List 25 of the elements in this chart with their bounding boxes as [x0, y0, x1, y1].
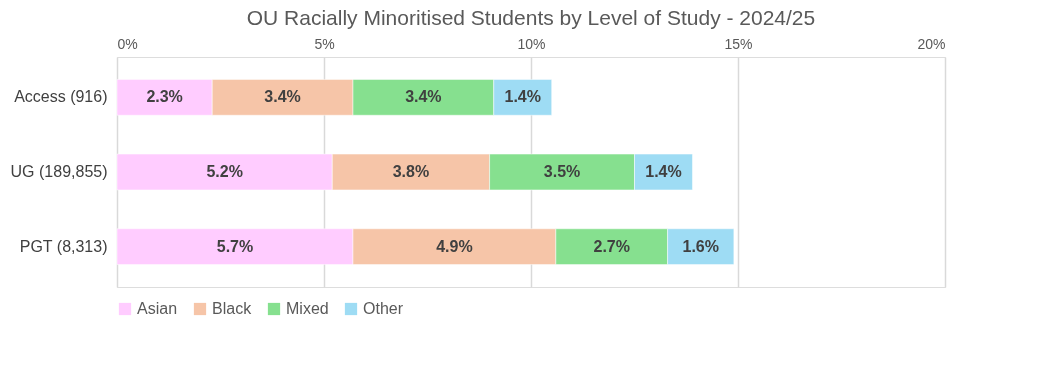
data-label: 5.7%: [216, 237, 254, 255]
data-label: 1.6%: [682, 237, 719, 255]
data-label: 1.4%: [504, 88, 541, 106]
y-tick-label: UG (189,855): [10, 163, 108, 180]
data-label: 2.3%: [146, 88, 183, 106]
x-tick-label: 15%: [724, 35, 753, 52]
data-label: 5.2%: [206, 163, 243, 180]
x-tick-label: 10%: [517, 35, 546, 52]
legend-label: Mixed: [286, 300, 329, 317]
data-label: 3.8%: [392, 163, 430, 180]
x-tick-label: 5%: [314, 35, 335, 52]
x-tick-label: 20%: [917, 35, 946, 52]
legend-label: Asian: [137, 300, 178, 317]
data-label: 4.9%: [436, 237, 473, 255]
legend-label: Black: [212, 300, 253, 317]
legend-label: Other: [363, 300, 404, 317]
data-label: 3.4%: [405, 88, 442, 106]
y-tick-label: PGT (8,313): [19, 237, 108, 255]
data-label: 3.5%: [543, 163, 581, 180]
data-label: 2.7%: [593, 237, 630, 255]
chart-title: OU Racially Minoritised Students by Level of Study - 2024/25: [246, 6, 816, 29]
y-tick-label: Access (916): [14, 88, 108, 106]
data-label: 1.4%: [645, 163, 682, 180]
data-label: 3.4%: [264, 88, 301, 106]
x-tick-label: 0%: [117, 35, 138, 52]
